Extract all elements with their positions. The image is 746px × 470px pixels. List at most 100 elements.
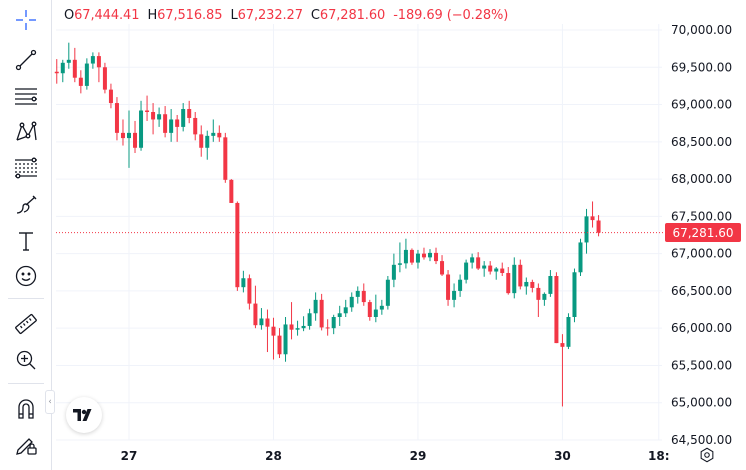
- crosshair-icon: [16, 10, 36, 30]
- candle: [223, 132, 228, 183]
- tradingview-logo[interactable]: [66, 397, 102, 433]
- pattern-tool[interactable]: [9, 117, 43, 147]
- candle-body: [139, 110, 144, 148]
- ruler-icon: [15, 313, 37, 335]
- candle: [217, 125, 222, 142]
- brush-tool[interactable]: [9, 190, 43, 220]
- low-label: L: [230, 8, 238, 23]
- candle-body: [223, 137, 228, 180]
- fib-icon: [15, 157, 37, 179]
- candle-body: [295, 328, 300, 330]
- candle: [90, 52, 95, 69]
- candle: [139, 100, 144, 151]
- candle-body: [367, 302, 372, 317]
- candle-body: [319, 299, 324, 328]
- text-tool[interactable]: [9, 226, 43, 256]
- candle-body: [72, 59, 77, 78]
- high-label: H: [147, 8, 158, 23]
- chevron-left-icon: ‹: [48, 397, 52, 407]
- change-value: -189.69 (−0.28%): [393, 8, 509, 23]
- candle-body: [476, 257, 481, 269]
- emoji-tool[interactable]: [9, 261, 43, 291]
- candle-body: [554, 276, 559, 344]
- candle-body: [464, 262, 469, 280]
- candle: [428, 249, 432, 262]
- candle: [524, 277, 529, 295]
- candle-body: [331, 317, 336, 329]
- candle: [187, 100, 192, 124]
- candle: [259, 308, 264, 330]
- candle-body: [205, 135, 210, 148]
- zoom-in-tool[interactable]: [9, 345, 43, 375]
- candle: [560, 334, 565, 407]
- candle: [566, 313, 571, 350]
- candle-body: [434, 252, 439, 262]
- candle-body: [452, 290, 457, 300]
- candle-body: [259, 318, 264, 326]
- candle-body: [578, 242, 583, 273]
- ruler-tool[interactable]: [9, 309, 43, 339]
- price-tick-label: 66,500.00: [671, 284, 732, 298]
- price-axis[interactable]: 70,000.00 69,500.00 69,000.00 68,500.00 68,0…: [671, 23, 732, 447]
- pattern-icon: [16, 121, 37, 141]
- candle: [295, 320, 300, 336]
- lock-pencil-icon: [16, 438, 37, 455]
- candle-body: [60, 62, 65, 74]
- candle-body: [133, 132, 138, 148]
- candle: [319, 293, 324, 331]
- crosshair-tool[interactable]: [9, 5, 43, 35]
- candle: [578, 238, 583, 276]
- candle-body: [96, 56, 101, 68]
- candle-body: [66, 59, 71, 63]
- candle: [349, 292, 354, 312]
- candle: [175, 114, 180, 142]
- candle: [211, 119, 216, 142]
- candle-body: [343, 307, 348, 314]
- tv-logo-icon: [73, 409, 92, 421]
- horizontal-lines-tool[interactable]: [9, 81, 43, 111]
- candle: [102, 62, 107, 94]
- candle: [181, 103, 186, 132]
- candle: [78, 70, 83, 94]
- candle-body: [114, 103, 119, 133]
- candle: [440, 255, 445, 276]
- candle-body: [145, 110, 150, 112]
- candle: [54, 59, 59, 84]
- candle: [590, 201, 595, 228]
- price-tick-label: 65,000.00: [671, 396, 732, 410]
- candle-body: [283, 324, 288, 355]
- trend-line-tool[interactable]: [9, 45, 43, 75]
- time-axis[interactable]: 27 28 29 30 18:: [121, 449, 670, 463]
- candle-body: [494, 268, 499, 272]
- lock-drawings-tool[interactable]: [9, 430, 43, 460]
- magnet-tool[interactable]: [9, 394, 43, 424]
- candle-body: [271, 326, 276, 336]
- candle-body: [151, 112, 156, 120]
- candle-body: [54, 71, 59, 74]
- candle-body: [458, 279, 463, 291]
- candle: [494, 267, 499, 280]
- fib-tool[interactable]: [9, 153, 43, 183]
- candle-body: [247, 278, 252, 304]
- candle: [506, 267, 511, 295]
- candle: [361, 283, 366, 306]
- candle: [331, 314, 336, 335]
- candle: [60, 59, 65, 83]
- candle-body: [409, 249, 414, 263]
- candle-body: [175, 119, 180, 127]
- settings-gear-icon[interactable]: [698, 446, 716, 464]
- candle: [199, 125, 204, 157]
- candle-body: [108, 89, 113, 104]
- horizontal-lines-icon: [15, 88, 37, 105]
- candle-body: [500, 268, 505, 274]
- candle-body: [512, 264, 517, 294]
- candle: [572, 268, 577, 323]
- candle: [446, 270, 451, 306]
- candle: [307, 308, 312, 330]
- candle: [470, 253, 475, 269]
- candle: [235, 201, 240, 291]
- collapse-toolbar-button[interactable]: ‹: [45, 390, 55, 414]
- candle-body: [355, 290, 360, 297]
- candle: [434, 247, 439, 265]
